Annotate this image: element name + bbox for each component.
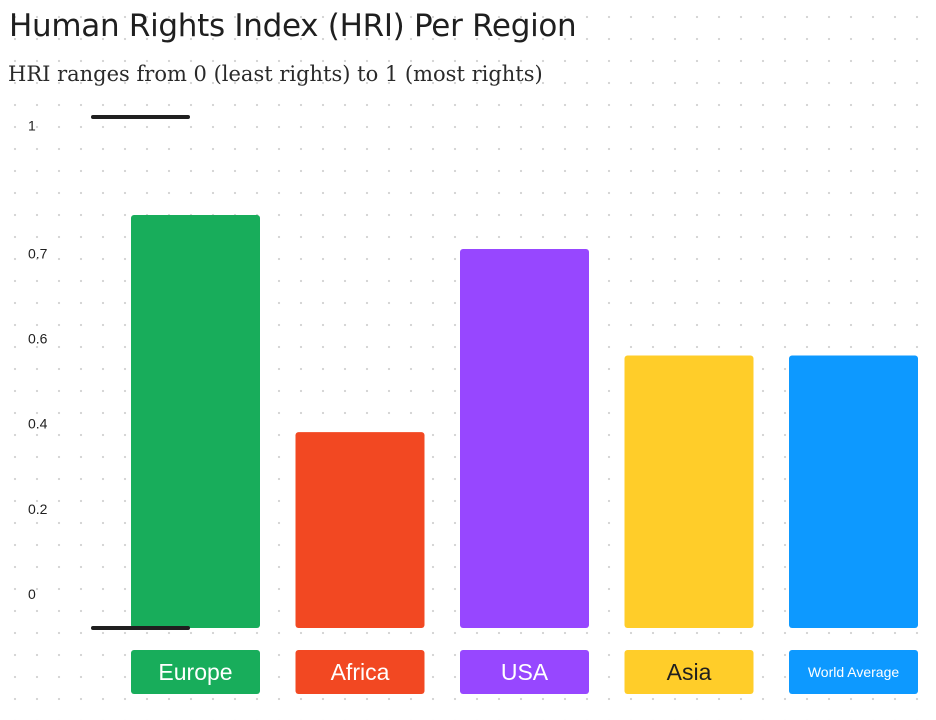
category-label: Africa	[331, 659, 390, 685]
bar-usa	[460, 249, 589, 628]
y-tick-label: 0.7	[28, 245, 48, 261]
bar-asia	[624, 355, 754, 628]
category-chip	[624, 650, 754, 694]
bar-world-average	[789, 355, 918, 628]
y-tick-label: 0	[28, 586, 36, 602]
y-tick-label: 0.2	[28, 501, 48, 517]
category-chip	[295, 650, 425, 694]
y-tick-label: 1	[28, 118, 36, 134]
bar-africa	[295, 432, 425, 628]
category-chip	[460, 650, 589, 694]
chart-title: Human Rights Index (HRI) Per Region	[9, 8, 577, 44]
bar-europe	[131, 214, 260, 629]
y-axis: 1 0.7 0.6 0.4 0.2 0	[28, 115, 190, 602]
category-label: World Average	[808, 664, 900, 680]
category-chip	[789, 650, 918, 694]
category-label: USA	[501, 659, 549, 685]
category-label: Europe	[158, 659, 232, 685]
category-chip	[131, 650, 260, 694]
category-label: Asia	[667, 659, 712, 685]
y-tick-label: 0.4	[28, 416, 48, 432]
bars	[131, 214, 918, 629]
y-tick-label: 0.6	[28, 330, 48, 346]
category-labels: Europe Africa USA Asia World Average	[131, 650, 918, 694]
chart-subtitle: HRI ranges from 0 (least rights) to 1 (m…	[8, 62, 543, 86]
